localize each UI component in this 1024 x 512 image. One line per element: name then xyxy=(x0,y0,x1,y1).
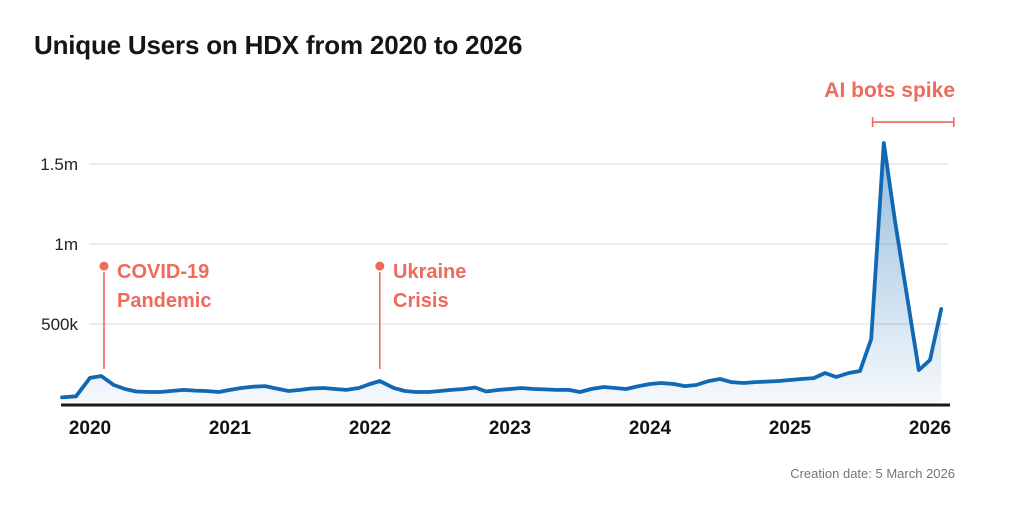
y-tick-label: 1.5m xyxy=(40,155,78,174)
ukraine-annotation-line2: Crisis xyxy=(393,290,449,312)
y-tick-label: 500k xyxy=(41,315,78,334)
x-tick-label: 2026 xyxy=(909,418,951,439)
creation-date: Creation date: 5 March 2026 xyxy=(790,466,955,481)
ai-bots-annotation: AI bots spike xyxy=(824,76,955,105)
x-tick-label: 2020 xyxy=(69,418,111,439)
x-tick-label: 2023 xyxy=(489,418,531,439)
covid-annotation: COVID-19 Pandemic xyxy=(117,258,211,316)
covid-annotation-line1: COVID-19 xyxy=(117,261,210,283)
data-line xyxy=(60,141,944,400)
covid-annotation-line2: Pandemic xyxy=(117,290,212,312)
ukraine-marker-dot xyxy=(375,261,385,271)
ukraine-annotation-line1: Ukraine xyxy=(393,261,467,283)
ukraine-annotation: Ukraine Crisis xyxy=(393,258,466,316)
chart-title: Unique Users on HDX from 2020 to 2026 xyxy=(34,30,523,60)
y-tick-label: 1m xyxy=(54,235,78,254)
covid-marker-dot xyxy=(99,261,109,271)
x-tick-label: 2021 xyxy=(209,418,252,439)
x-tick-label: 2025 xyxy=(769,418,812,439)
x-tick-label: 2022 xyxy=(349,418,391,439)
area-fill xyxy=(62,143,942,402)
x-tick-label: 2024 xyxy=(629,418,672,439)
ai-bots-annotation-label: AI bots spike xyxy=(824,79,955,102)
